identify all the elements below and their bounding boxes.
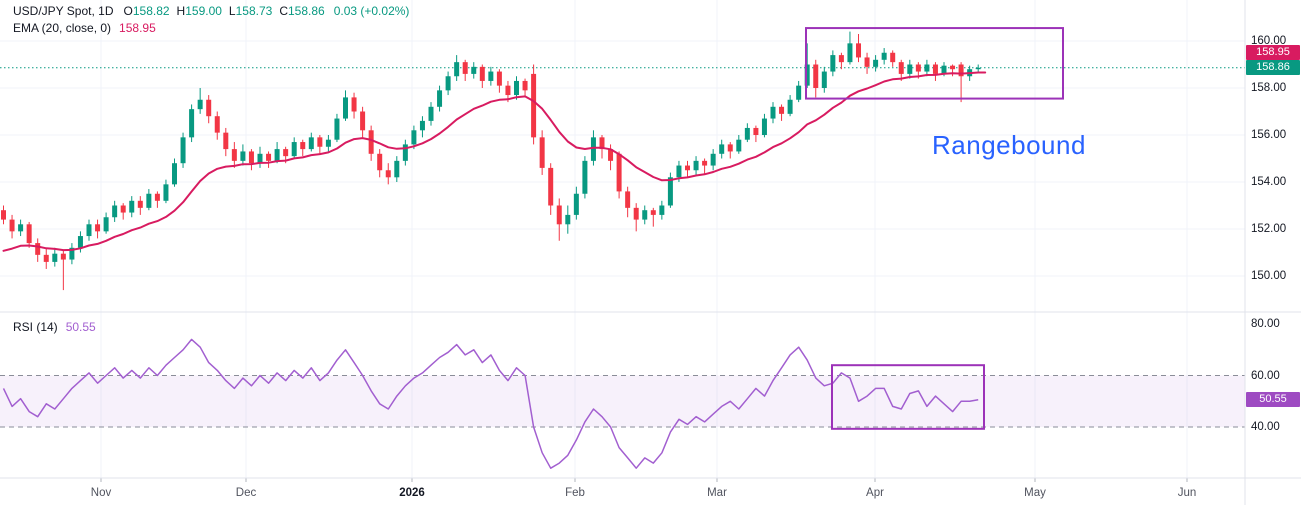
change-value: 0.03 (+0.02%): [333, 4, 410, 18]
price-axis-label: 158.00: [1251, 82, 1287, 94]
rangebound-annotation[interactable]: Rangebound: [932, 130, 1086, 160]
rsi-axis-label: 40.00: [1251, 421, 1280, 433]
ema-price-badge: 158.95: [1246, 45, 1300, 60]
low-value: 158.73: [235, 4, 273, 18]
rsi-value: 50.55: [65, 320, 96, 334]
rsi-axis-label: 60.00: [1251, 369, 1280, 382]
price-axis-label: 156.00: [1251, 129, 1287, 141]
ema-value: 158.95: [119, 21, 156, 35]
rsi-label: RSI (14): [13, 320, 58, 334]
price-axis-label: 160.00: [1251, 35, 1287, 47]
time-axis-label: May: [1024, 487, 1046, 499]
rsi-axis-label: 80.00: [1251, 318, 1280, 330]
time-axis-label: Mar: [707, 487, 727, 499]
high-value: 159.00: [185, 4, 222, 18]
rsi-legend[interactable]: RSI (14) 50.55: [13, 320, 96, 334]
candlestick-series[interactable]: [1, 31, 981, 291]
close-label: C: [279, 4, 288, 18]
last-price-badge: 158.86: [1246, 60, 1300, 75]
open-label: O: [123, 4, 133, 18]
symbol-legend[interactable]: USD/JPY Spot, 1D O158.82 H159.00 L158.73 C15…: [13, 4, 409, 18]
ema-legend[interactable]: EMA (20, close, 0) 158.95: [13, 21, 156, 35]
price-axis-label: 152.00: [1251, 223, 1287, 235]
time-axis-label: 2026: [399, 487, 425, 499]
time-axis-label: Dec: [235, 487, 257, 499]
rsi-value-badge: 50.55: [1246, 392, 1300, 407]
price-axis-label: 154.00: [1251, 176, 1287, 188]
price-axis-label: 150.00: [1251, 270, 1287, 282]
time-axis-label: Apr: [866, 487, 884, 499]
rsi-range-box[interactable]: [831, 364, 985, 430]
rsi-line[interactable]: [2, 338, 979, 469]
high-label: H: [176, 4, 186, 18]
price-range-box[interactable]: [805, 27, 1064, 100]
symbol-name: USD/JPY Spot, 1D: [13, 4, 114, 18]
time-axis-label: Nov: [90, 487, 112, 499]
ema-label: EMA (20, close, 0): [13, 21, 112, 35]
time-axis-label: Feb: [565, 487, 585, 499]
time-axis-label: Jun: [1177, 487, 1197, 499]
close-value: 158.86: [287, 4, 325, 18]
ema-line[interactable]: [2, 71, 987, 252]
open-value: 158.82: [132, 4, 170, 18]
low-label: L: [228, 4, 236, 18]
